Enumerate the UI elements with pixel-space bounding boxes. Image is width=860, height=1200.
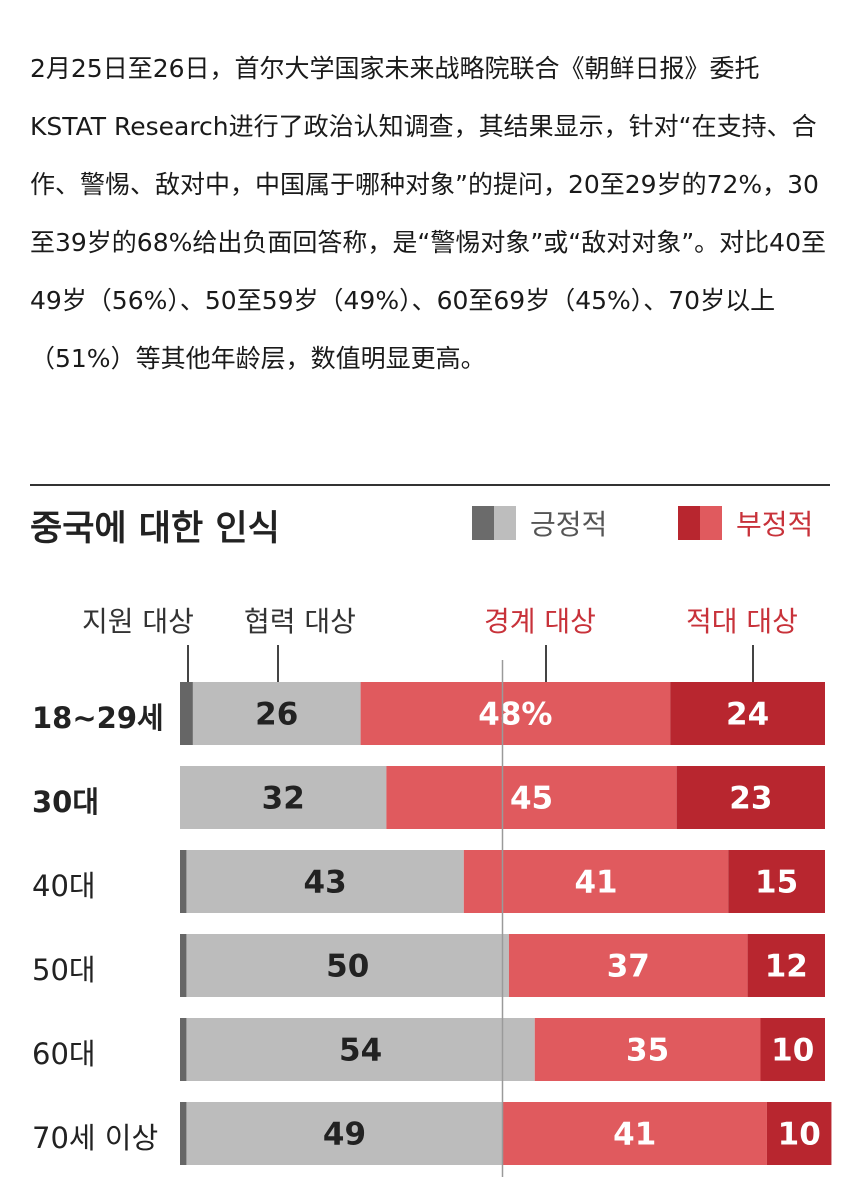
- segment-tick-support: [187, 645, 189, 685]
- bar-segment-3-2: [508, 934, 748, 997]
- bar-segment-3-0: [180, 934, 187, 997]
- legend-positive-swatch-dark: [472, 506, 494, 540]
- chart-title: 중국에 대한 인식: [30, 509, 280, 549]
- legend-negative-label: 부정적: [736, 508, 814, 541]
- intro-paragraph: 2月25日至26日，首尔大学国家未来战略院联合《朝鲜日报》委托KSTAT Res…: [30, 54, 826, 373]
- bar-segment-5-0: [180, 1102, 187, 1165]
- data-label-3-3: 12: [765, 949, 808, 985]
- data-label-4-2: 35: [626, 1033, 669, 1069]
- bar-segment-2-3: [728, 850, 825, 913]
- bar-segment-1-3: [676, 766, 825, 829]
- segment-label-support: 지원 대상: [82, 605, 194, 638]
- bar-segment-5-3: [766, 1102, 832, 1165]
- data-label-0-1: 26: [255, 697, 298, 733]
- row-label-2: 40대: [32, 868, 96, 903]
- data-label-5-1: 49: [323, 1117, 366, 1153]
- row-label-1: 30대: [32, 784, 100, 819]
- segment-tick-caution: [545, 645, 547, 685]
- bar-segment-0-3: [670, 682, 825, 745]
- legend-negative-swatch-dark: [678, 506, 700, 540]
- bar-segment-3-3: [747, 934, 825, 997]
- bar-segment-5-2: [502, 1102, 767, 1165]
- segment-label-hostile: 적대 대상: [686, 605, 798, 638]
- segment-tick-hostile: [752, 645, 754, 685]
- data-label-3-2: 37: [607, 949, 650, 985]
- legend-positive: 긍정적: [472, 505, 607, 541]
- data-label-1-1: 32: [262, 781, 305, 817]
- data-label-2-3: 15: [755, 865, 798, 901]
- segment-label-cooperation: 협력 대상: [244, 605, 356, 638]
- bar-segment-0-1: [192, 682, 361, 745]
- chart-top-rule: [30, 484, 830, 486]
- bar-segment-0-2: [360, 682, 671, 745]
- legend-negative: 부정적: [678, 505, 813, 541]
- row-label-4: 60대: [32, 1036, 96, 1071]
- bar-segment-2-2: [463, 850, 729, 913]
- bar-segment-3-1: [186, 934, 509, 997]
- bar-segment-4-1: [186, 1018, 535, 1081]
- data-label-4-1: 54: [339, 1033, 382, 1069]
- bar-segment-2-1: [186, 850, 464, 913]
- data-label-0-3: 24: [726, 697, 769, 733]
- data-label-2-1: 43: [304, 865, 347, 901]
- bar-segment-1-1: [180, 766, 387, 829]
- bar-segment-1-2: [386, 766, 677, 829]
- bar-segment-0-0: [180, 682, 193, 745]
- legend-positive-label: 긍정적: [530, 508, 608, 541]
- bar-segment-4-2: [534, 1018, 761, 1081]
- row-label-3: 50대: [32, 952, 96, 987]
- data-label-4-3: 10: [771, 1033, 814, 1069]
- segment-tick-cooperation: [277, 645, 279, 685]
- segment-label-caution: 경계 대상: [484, 605, 596, 638]
- bar-segment-5-1: [186, 1102, 503, 1165]
- data-label-1-2: 45: [510, 781, 553, 817]
- row-label-5: 70세 이상: [32, 1120, 159, 1155]
- data-label-2-2: 41: [574, 865, 617, 901]
- row-label-0: 18~29세: [32, 700, 164, 735]
- bar-segment-4-3: [760, 1018, 825, 1081]
- data-label-0-2: 48%: [478, 697, 552, 733]
- data-label-5-3: 10: [778, 1117, 821, 1153]
- data-label-5-2: 41: [613, 1117, 656, 1153]
- bar-segment-4-0: [180, 1018, 187, 1081]
- legend-negative-swatch-light: [700, 506, 722, 540]
- data-label-1-3: 23: [729, 781, 772, 817]
- bar-segment-2-0: [180, 850, 187, 913]
- data-label-3-1: 50: [326, 949, 369, 985]
- legend-positive-swatch-light: [494, 506, 516, 540]
